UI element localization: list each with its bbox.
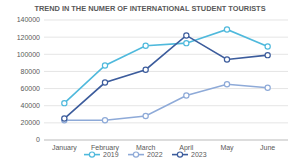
data-point: [224, 27, 229, 32]
background: [0, 0, 300, 163]
y-tick-label: 80000: [21, 68, 41, 75]
legend-label: 2022: [147, 151, 163, 158]
legend-label: 2023: [191, 151, 207, 158]
y-tick-label: 40000: [21, 102, 41, 109]
series-line: [64, 84, 267, 120]
data-point: [143, 43, 148, 48]
x-axis: [44, 140, 288, 141]
data-point: [224, 57, 229, 62]
data-point: [265, 44, 270, 49]
legend-marker: [177, 152, 182, 157]
data-point: [224, 82, 229, 87]
x-tick-label: June: [260, 144, 275, 151]
data-point: [184, 33, 189, 38]
x-tick-label: March: [136, 144, 156, 151]
y-tick-label: 120000: [17, 34, 40, 41]
title: TREND IN THE NUMER OF INTERNATIONAL STUD…: [34, 4, 265, 13]
series-line: [64, 35, 267, 118]
data-point: [265, 85, 270, 90]
data-point: [102, 80, 107, 85]
y-tick-label: 20000: [21, 119, 41, 126]
x-tick-label: May: [220, 144, 234, 152]
y-tick-label: 140000: [17, 16, 40, 23]
grid-line: [44, 71, 288, 72]
grid-line: [44, 20, 288, 21]
data-point: [143, 113, 148, 118]
plot-area: [62, 27, 271, 123]
data-point: [265, 53, 270, 58]
grid-line: [44, 54, 288, 55]
data-point: [62, 116, 67, 121]
y-tick-label: 60000: [21, 85, 41, 92]
grid-line: [44, 37, 288, 38]
grid-line: [44, 122, 288, 123]
data-point: [184, 93, 189, 98]
data-point: [62, 101, 67, 106]
legend-label: 2019: [103, 151, 119, 158]
y-tick-label: 100000: [17, 51, 40, 58]
data-point: [143, 67, 148, 72]
data-point: [184, 41, 189, 46]
chart: TREND IN THE NUMER OF INTERNATIONAL STUD…: [0, 0, 300, 163]
data-point: [102, 63, 107, 68]
legend-marker: [89, 152, 94, 157]
legend-marker: [133, 152, 138, 157]
y-tick-label: 0: [36, 136, 40, 143]
grid-line: [44, 140, 288, 141]
x-tick-label: January: [52, 144, 77, 152]
data-point: [102, 118, 107, 123]
